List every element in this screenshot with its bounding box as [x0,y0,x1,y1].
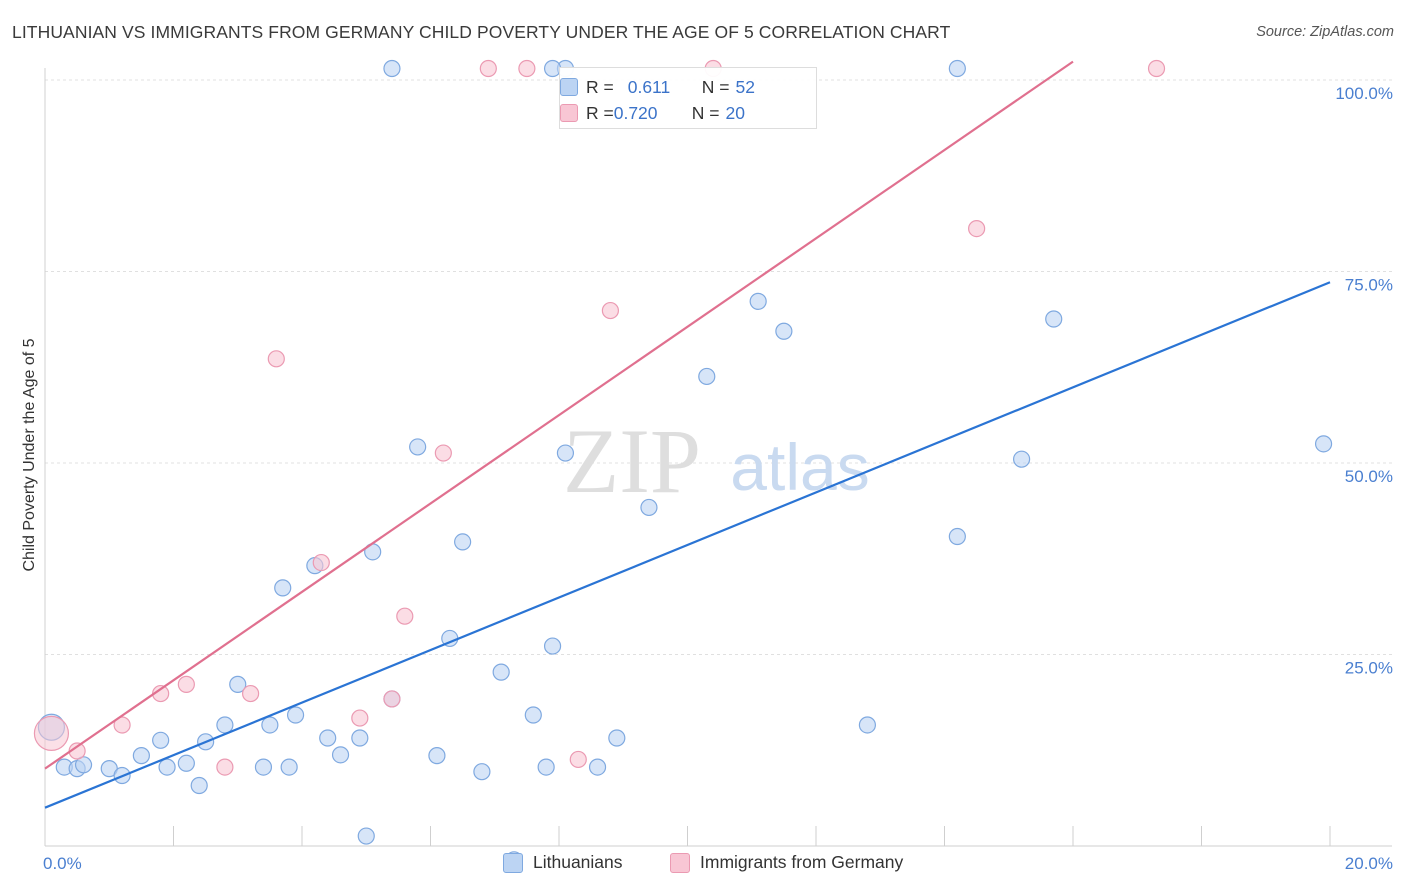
r-label: R = [586,76,614,97]
point-germany [177,675,195,693]
bottom-legend: Lithuanians Immigrants from Germany [0,852,1406,878]
point-lithuanian [383,59,401,78]
swatch-lithuanians [560,78,578,96]
point-lithuanian [158,758,176,776]
watermark-zip: ZIP [563,410,701,512]
swatch-germany [560,104,578,122]
point-germany [351,709,369,727]
x-tick-label: 0.0% [43,854,82,873]
y-tick-label: 75.0% [1345,276,1393,295]
point-lithuanian [948,527,966,546]
trend-lines [44,60,1331,809]
point-lithuanian [229,675,247,693]
legend-item-germany: Immigrants from Germany [670,852,903,873]
point-lithuanian [254,758,273,776]
y-tick-label: 25.0% [1345,659,1393,678]
watermark-atlas: atlas [730,430,869,504]
point-lithuanian [473,763,491,781]
y-tick-label: 100.0% [1335,84,1393,103]
point-lithuanian [556,444,575,462]
point-germany [479,59,497,78]
point-lithuanian [357,827,375,845]
point-germany [518,59,536,78]
point-germany [312,553,330,572]
n-label: N = [701,76,730,97]
point-germany [216,758,234,776]
point-lithuanian [409,438,427,456]
point-lithuanian [1314,435,1333,453]
point-lithuanian [331,746,350,764]
point-lithuanian [608,729,626,747]
trend-line-germany [44,60,1074,770]
point-lithuanian [543,637,562,655]
point-germany [383,690,401,708]
point-germany [242,684,260,703]
watermark: ZIP atlas [563,410,870,512]
point-lithuanian [351,729,369,747]
r-label: R = [586,102,614,123]
stats-legend: R = 0.611 N = 52 R = 0.720 N = 20 [559,67,817,129]
point-lithuanian [190,776,208,795]
gridlines [45,79,1392,655]
point-germany [569,750,587,769]
stats-row-germany: R = 0.720 N = 20 [560,101,745,125]
x-tick-label: 20.0% [1345,854,1393,873]
point-lithuanian [1045,310,1063,328]
point-germany [396,607,414,625]
point-lithuanian [749,292,767,310]
tick-labels: 100.0% 75.0% 50.0% 25.0% 0.0% 20.0% [43,84,1393,873]
y-axis-label: Child Poverty Under the Age of 5 [21,338,38,571]
point-lithuanian [1012,450,1031,468]
point-lithuanian [454,533,472,551]
point-lithuanian [74,756,93,774]
point-germany [601,301,620,320]
legend-swatch-germany [670,852,690,873]
point-lithuanian [428,747,446,765]
axes [44,68,1392,847]
point-lithuanian [640,498,658,517]
legend-label-lithuanians: Lithuanians [533,852,623,872]
point-lithuanian [286,706,305,724]
point-lithuanian [775,322,793,340]
point-lithuanian [177,754,195,772]
trend-line-lithuanians [44,281,1331,809]
series-lithuanians-points [37,59,1333,869]
y-tick-label: 50.0% [1345,467,1393,486]
point-germany [113,716,131,734]
legend-item-lithuanians: Lithuanians [503,852,623,873]
source-label: Source: ZipAtlas.com [1256,24,1394,40]
point-lithuanian [588,758,607,776]
point-lithuanian [319,729,337,747]
r-value: 0.611 [627,76,671,97]
point-lithuanian [216,716,234,734]
point-lithuanian [152,731,170,749]
r-value: 0.720 [613,102,658,123]
point-lithuanian [698,367,716,386]
point-lithuanian [492,663,510,681]
chart-title: LITHUANIAN VS IMMIGRANTS FROM GERMANY CH… [12,22,951,42]
point-lithuanian [132,747,150,765]
point-lithuanian [948,59,966,78]
legend-swatch-lithuanians [503,852,523,873]
n-value: 52 [735,76,755,97]
legend-label-germany: Immigrants from Germany [700,852,904,872]
point-lithuanian [537,758,555,776]
point-germany [968,220,986,238]
point-germany [267,350,285,368]
point-lithuanian [858,716,877,734]
point-lithuanian [274,579,292,597]
stats-row-lithuanians: R = 0.611 N = 52 [560,75,755,99]
point-lithuanian [280,758,298,776]
point-germany [434,444,452,462]
n-label: N = [691,102,720,123]
n-value: 20 [725,102,745,123]
point-germany [1147,59,1166,78]
point-germany [33,715,70,751]
point-lithuanian [261,716,279,734]
point-lithuanian [524,706,542,724]
